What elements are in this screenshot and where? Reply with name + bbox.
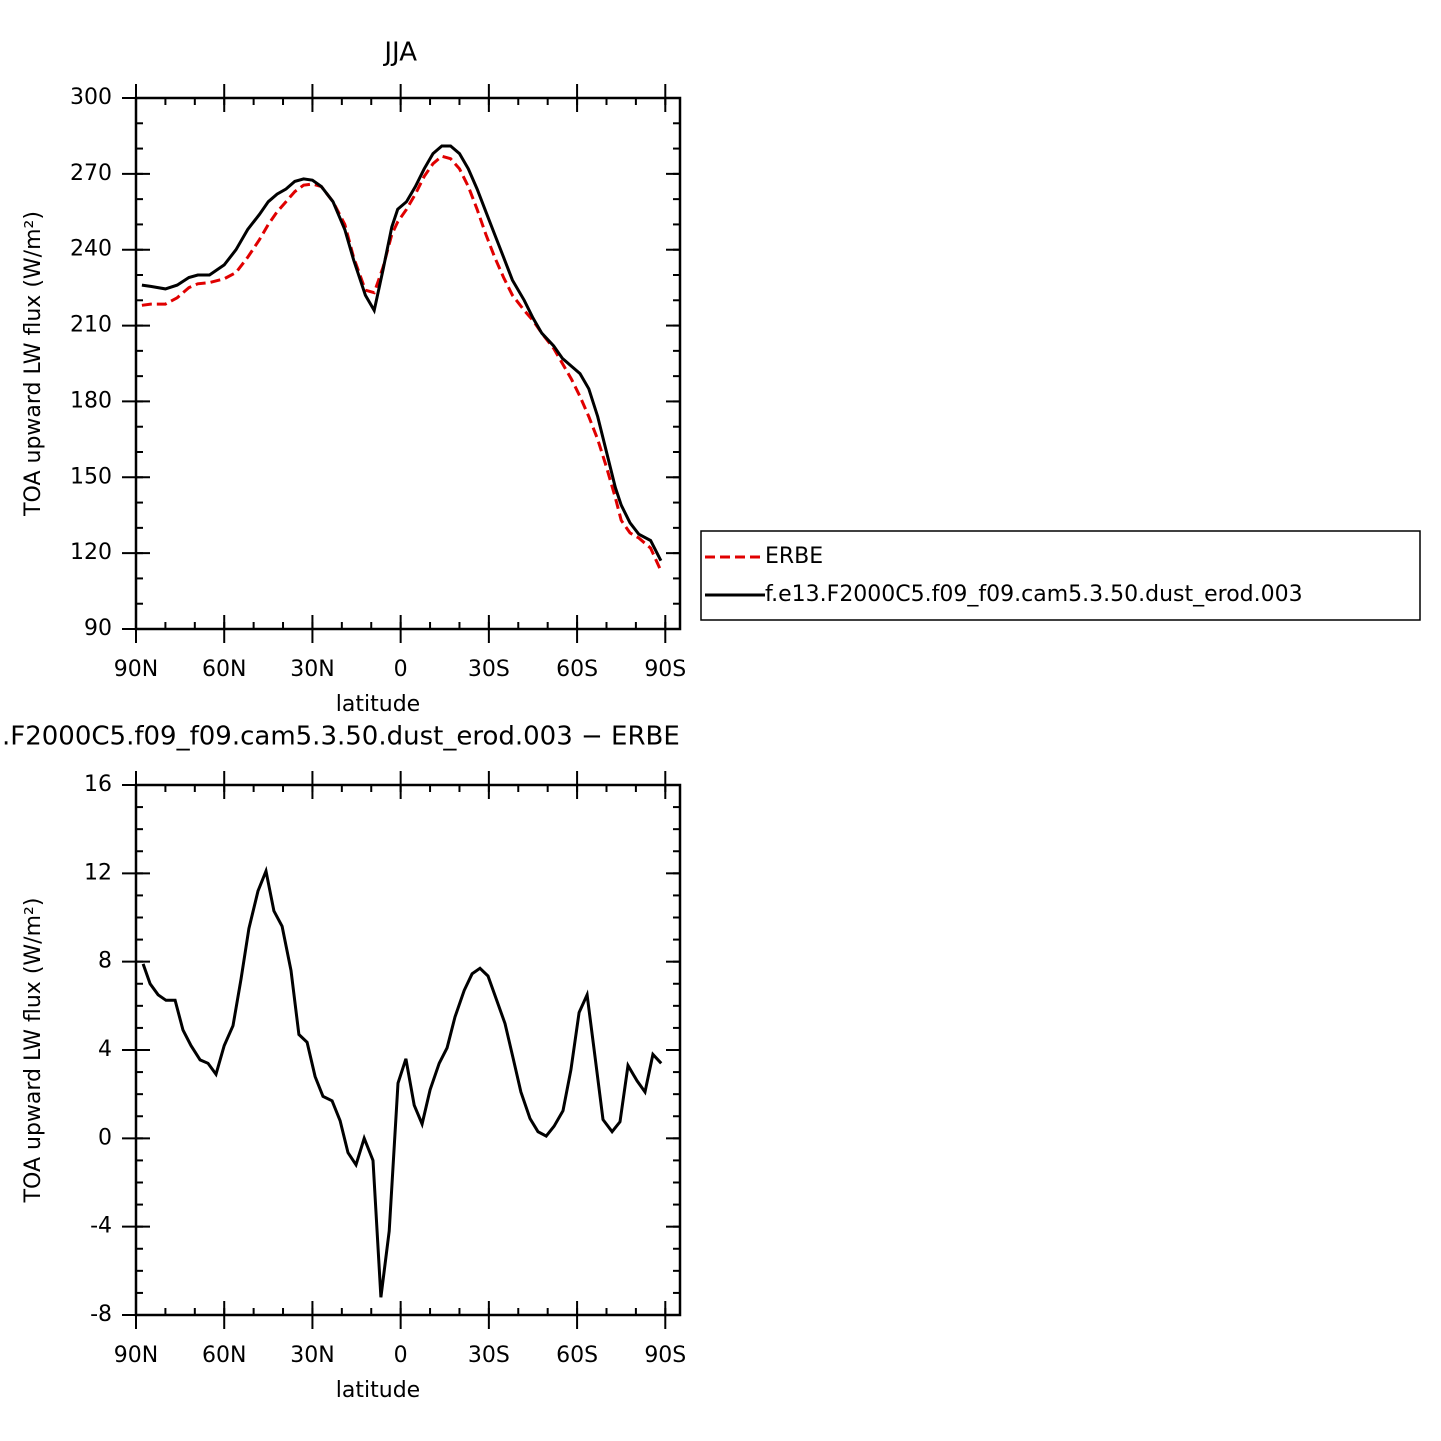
- x-tick-label: 90N: [114, 1343, 158, 1368]
- y-axis-label: TOA upward LW flux (W/m²): [21, 211, 46, 517]
- x-tick-label: 90S: [644, 657, 686, 682]
- x-tick-label: 0: [394, 657, 408, 682]
- y-tick-label: 12: [84, 860, 112, 885]
- y-axis-label: TOA upward LW flux (W/m²): [21, 898, 46, 1204]
- data-line: [141, 865, 663, 1298]
- y-tick-label: 16: [84, 772, 112, 797]
- x-tick-label: 60S: [556, 657, 598, 682]
- y-tick-label: -4: [90, 1214, 112, 1239]
- x-axis-label: latitude: [336, 1378, 420, 1403]
- x-tick-label: 90S: [644, 1343, 686, 1368]
- x-tick-label: 30N: [290, 1343, 334, 1368]
- legend-label: f.e13.F2000C5.f09_f09.cam5.3.50.dust_ero…: [765, 582, 1303, 607]
- y-tick-label: 270: [70, 161, 112, 186]
- y-tick-label: 180: [70, 388, 112, 413]
- y-tick-label: 8: [98, 949, 112, 974]
- y-tick-label: 150: [70, 464, 112, 489]
- legend-label: ERBE: [765, 544, 823, 569]
- y-tick-label: -8: [90, 1302, 112, 1327]
- x-axis-label: latitude: [336, 692, 420, 717]
- x-tick-label: 60S: [556, 1343, 598, 1368]
- x-tick-label: 0: [394, 1343, 408, 1368]
- plot-frame: [134, 96, 682, 631]
- legend-box: [700, 530, 1421, 621]
- x-tick-label: 30N: [290, 657, 334, 682]
- x-tick-label: 30S: [468, 657, 510, 682]
- data-line: [141, 144, 663, 562]
- y-tick-label: 240: [70, 237, 112, 262]
- x-tick-label: 30S: [468, 1343, 510, 1368]
- x-tick-label: 60N: [202, 1343, 246, 1368]
- y-tick-label: 90: [84, 616, 112, 641]
- x-tick-label: 60N: [202, 657, 246, 682]
- chart-title: JJA: [382, 38, 417, 68]
- y-tick-label: 4: [98, 1037, 112, 1062]
- y-tick-label: 0: [98, 1125, 112, 1150]
- x-tick-label: 90N: [114, 657, 158, 682]
- y-tick-label: 120: [70, 540, 112, 565]
- data-line: [141, 154, 663, 572]
- y-tick-label: 210: [70, 313, 112, 338]
- chart-title: .F2000C5.f09_f09.cam5.3.50.dust_erod.003…: [2, 722, 680, 752]
- plot-frame: [134, 783, 682, 1317]
- y-tick-label: 300: [70, 85, 112, 110]
